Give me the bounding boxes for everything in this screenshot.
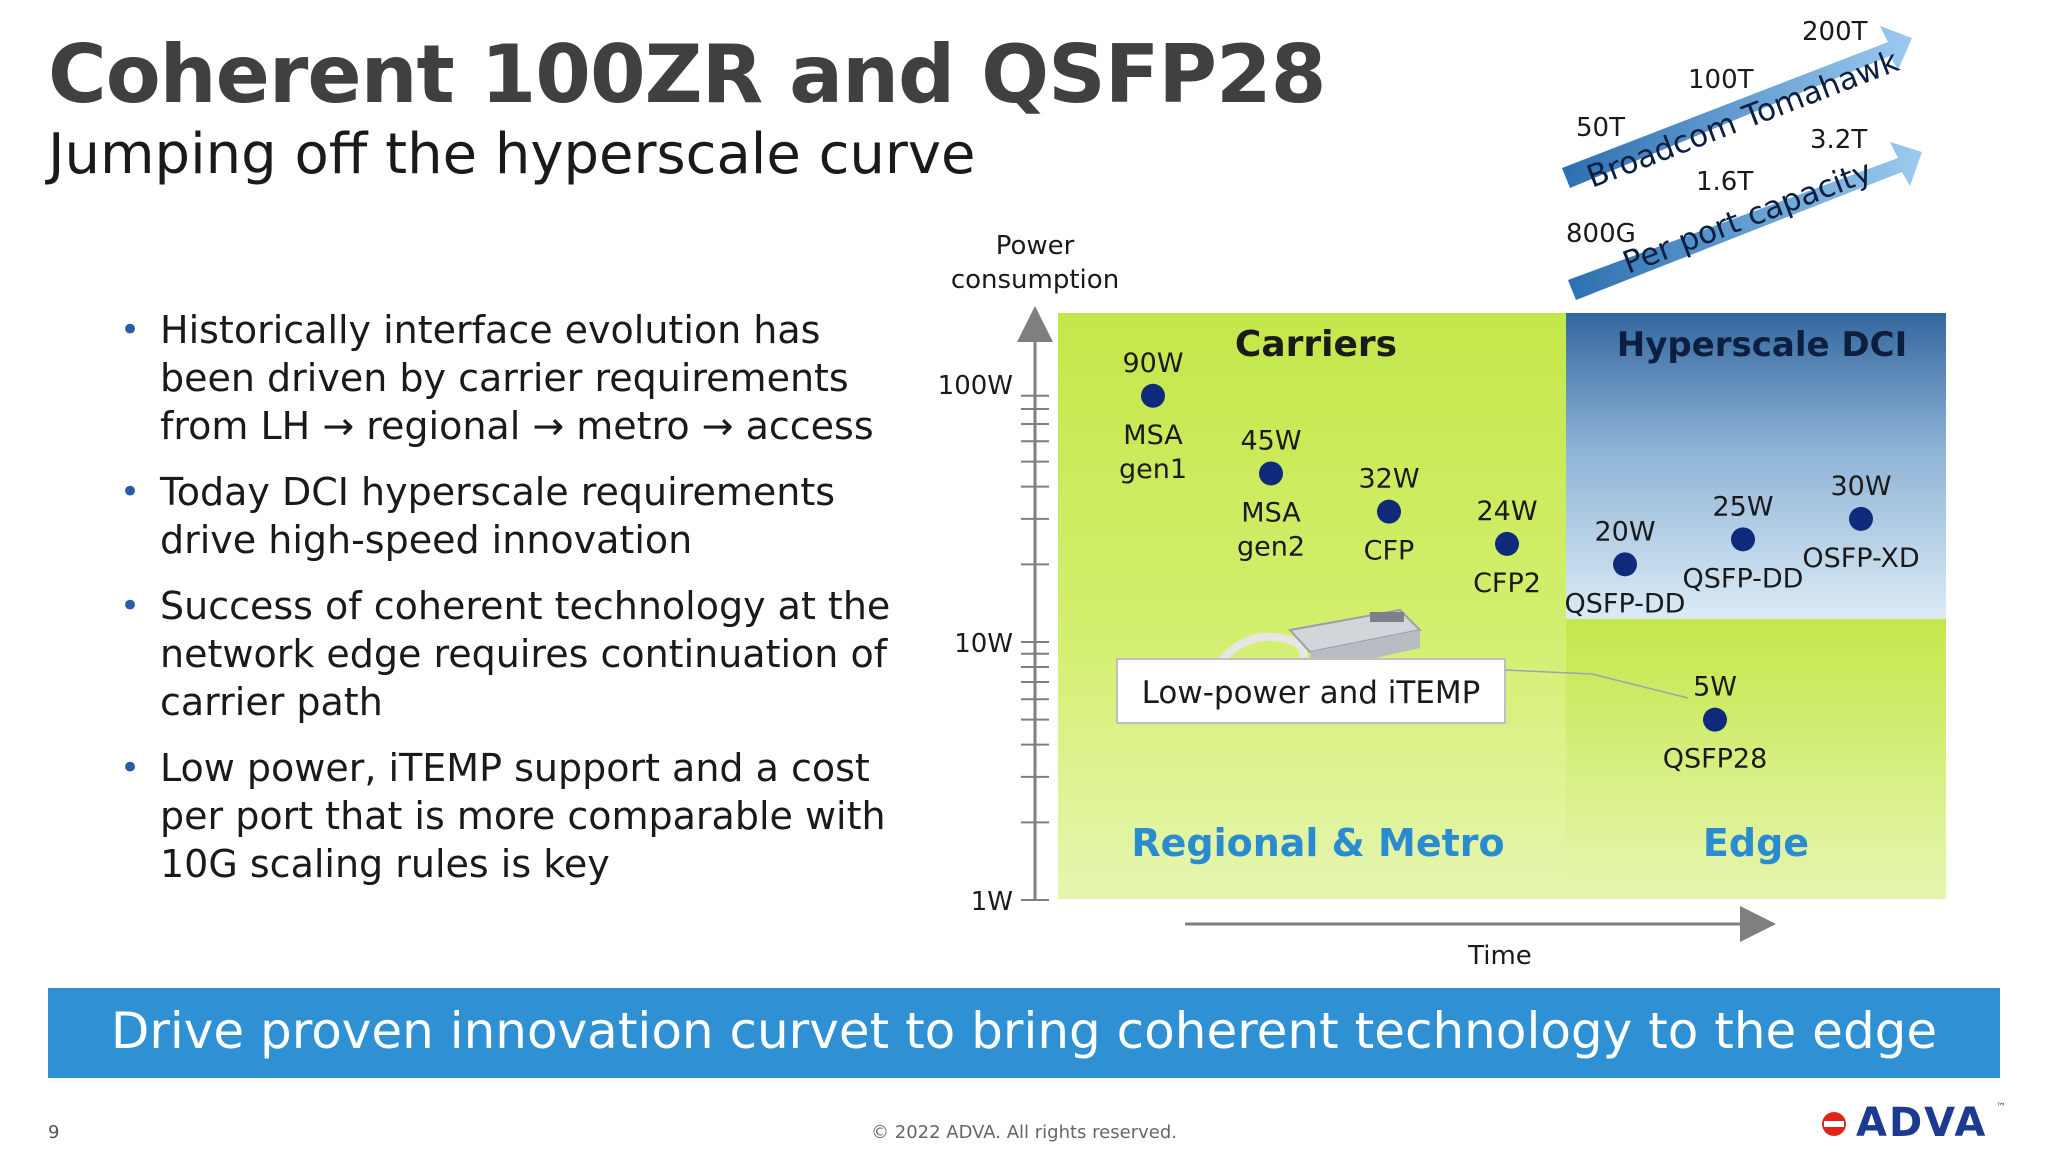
y-tick-label: 10W xyxy=(954,629,1013,659)
bullet-item: • Low power, iTEMP support and a cost per… xyxy=(120,744,920,888)
data-point-name-label: QSFP28 xyxy=(1663,744,1768,775)
bullet-item: • Success of coherent technology at the n… xyxy=(120,582,920,726)
per-port-label-3-2t: 3.2T xyxy=(1810,125,1867,155)
data-point-marker xyxy=(1849,506,1873,531)
edge-label: Edge xyxy=(1703,821,1809,865)
data-point-power-label: 90W xyxy=(1122,348,1183,379)
edge-region xyxy=(1566,619,1946,899)
y-tick-label: 100W xyxy=(938,371,1013,401)
slide-title: Coherent 100ZR and QSFP28 xyxy=(48,28,1326,121)
data-points: 90W MSA gen1 45W MSA gen2 32W CFP 24W CFP2 20W QSFP… xyxy=(1119,348,1920,775)
data-point-name-label: MSA gen2 xyxy=(1237,497,1305,562)
data-point-power-label: 30W xyxy=(1830,471,1891,502)
data-point-power-label: 5W xyxy=(1693,672,1737,703)
y-axis-label-line2: consumption xyxy=(951,265,1119,295)
data-point-name-label: CFP2 xyxy=(1473,568,1541,599)
data-point-marker xyxy=(1731,527,1755,552)
adva-logo-icon xyxy=(1822,1112,1846,1136)
data-point-marker xyxy=(1613,552,1637,577)
bullet-dot-icon: • xyxy=(120,586,141,626)
bullet-text: Low power, iTEMP support and a cost per … xyxy=(160,746,886,886)
y-axis-label-line1: Power xyxy=(996,231,1075,261)
callout-text: Low-power and iTEMP xyxy=(1142,675,1481,711)
data-point-name-label: OSFP-XD xyxy=(1802,543,1919,574)
bullet-list: • Historically interface evolution has be… xyxy=(120,306,920,906)
slide-subtitle: Jumping off the hyperscale curve xyxy=(48,122,976,187)
data-point-marker xyxy=(1259,461,1283,486)
data-point-power-label: 32W xyxy=(1358,464,1419,495)
bullet-dot-icon: • xyxy=(120,748,141,788)
y-axis-ticks: 100W 10W 1W xyxy=(938,371,1049,917)
banner-text: Drive proven innovation curvet to bring … xyxy=(110,1002,1938,1060)
data-point-power-label: 45W xyxy=(1240,425,1301,456)
data-point-marker xyxy=(1377,499,1401,524)
data-point-name-label: QSFP-DD xyxy=(1683,563,1804,594)
x-axis-label: Time xyxy=(1467,941,1532,971)
bullet-dot-icon: • xyxy=(120,310,141,350)
tomahawk-label-200t: 200T xyxy=(1802,17,1868,47)
carriers-region xyxy=(1058,313,1566,899)
tomahawk-label-100t: 100T xyxy=(1688,65,1754,95)
bullet-item: • Today DCI hyperscale requirements drive… xyxy=(120,468,920,564)
bullet-item: • Historically interface evolution has be… xyxy=(120,306,920,450)
callout-leader-line xyxy=(1591,673,1689,699)
data-point-power-label: 20W xyxy=(1594,516,1655,547)
data-point-power-label: 24W xyxy=(1476,496,1537,527)
adva-logo-text: ADVA xyxy=(1856,1100,1988,1146)
data-point-name-label: QSFP-DD xyxy=(1565,588,1686,619)
adva-logo-trademark: ™ xyxy=(1996,1102,2006,1113)
bullet-text: Success of coherent technology at the ne… xyxy=(160,584,891,724)
adva-logo: ADVA ™ xyxy=(1820,1100,2010,1146)
data-point-marker xyxy=(1703,707,1727,732)
page-number: 9 xyxy=(48,1122,60,1143)
data-point-name-label: CFP xyxy=(1364,536,1415,567)
tomahawk-label-50t: 50T xyxy=(1576,113,1625,143)
callout-box xyxy=(1116,658,1506,724)
data-point-name-label: MSA gen1 xyxy=(1119,420,1187,485)
data-point-marker xyxy=(1495,531,1519,556)
copyright-notice: © 2022 ADVA. All rights reserved. xyxy=(871,1122,1177,1143)
bullet-text: Today DCI hyperscale requirements drive … xyxy=(160,470,836,562)
per-port-label-800g: 800G xyxy=(1566,219,1636,249)
per-port-label-1-6t: 1.6T xyxy=(1696,167,1753,197)
bullet-dot-icon: • xyxy=(120,472,141,512)
data-point-marker xyxy=(1141,383,1165,408)
bullet-text: Historically interface evolution has bee… xyxy=(160,308,874,448)
y-tick-label: 1W xyxy=(971,887,1013,917)
regional-metro-label: Regional & Metro xyxy=(1131,821,1504,865)
callout-leader-line xyxy=(1504,669,1593,675)
data-point-power-label: 25W xyxy=(1712,491,1773,522)
hyperscale-dci-label: Hyperscale DCI xyxy=(1617,325,1908,365)
key-message-banner: Drive proven innovation curvet to bring … xyxy=(48,988,2000,1078)
carriers-label: Carriers xyxy=(1235,324,1397,365)
